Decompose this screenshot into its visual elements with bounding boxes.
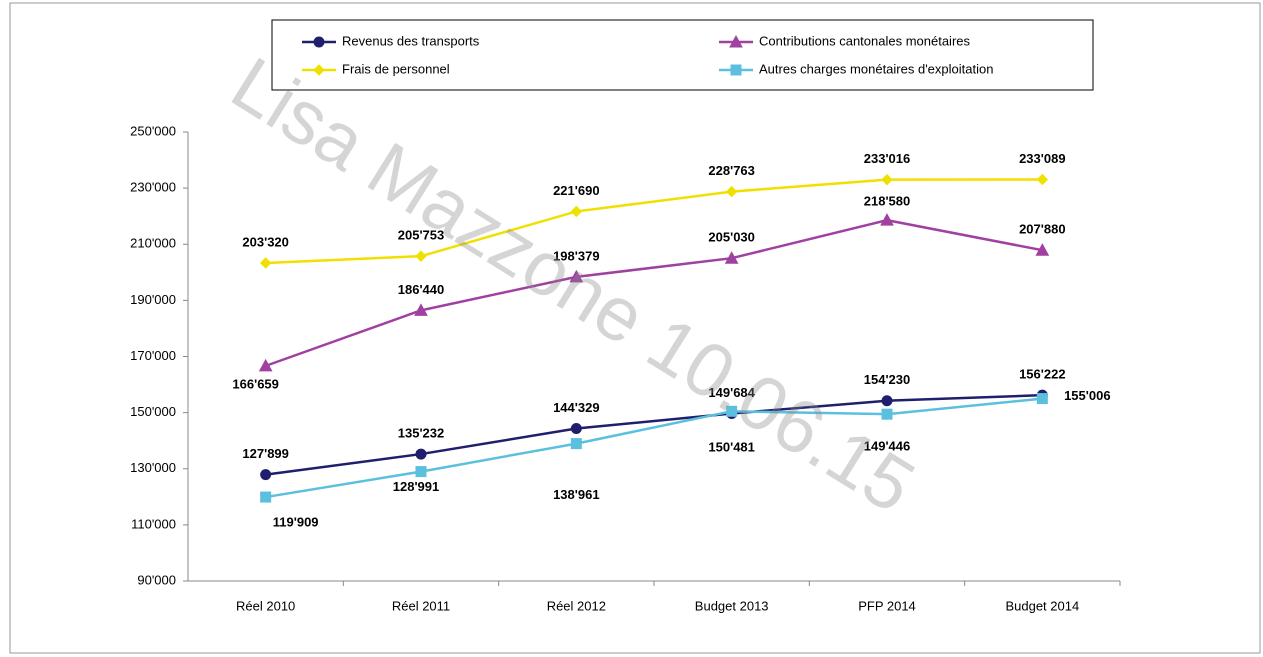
data-label: 150'481 [708,440,754,455]
data-label: 144'329 [553,400,599,415]
data-point [881,395,893,407]
data-point [569,269,584,283]
y-tick-label: 110'000 [131,516,176,531]
legend-label: Revenus des transports [342,33,480,48]
data-point [260,491,272,503]
data-label: 233'016 [864,151,910,166]
y-tick-label: 210'000 [130,236,176,251]
data-point [415,250,427,262]
data-label: 203'320 [242,234,288,249]
data-point [415,448,427,460]
legend-marker [313,64,325,76]
data-label: 119'909 [273,515,319,530]
legend-box [271,19,1094,91]
y-tick-label: 190'000 [130,292,176,307]
data-point [415,466,427,478]
x-tick-label: Réel 2012 [547,598,606,613]
data-label: 198'379 [553,248,599,263]
data-label: 127'899 [242,446,288,461]
legend-label: Contributions cantonales monétaires [759,33,971,48]
data-point [1035,243,1050,256]
data-label: 138'961 [553,487,599,502]
y-tick-label: 150'000 [130,404,176,419]
legend-marker [730,64,742,76]
watermark: Lisa Mazzone 10.06.15 [217,41,929,530]
data-point [259,257,272,269]
y-tick-label: 90'000 [137,572,176,587]
data-label: 149'446 [864,439,910,454]
data-label: 228'763 [708,163,754,178]
data-label: 186'440 [398,282,444,297]
legend-label: Frais de personnel [342,61,450,76]
data-point [881,173,893,186]
data-label: 205'030 [708,230,754,245]
data-label: 128'991 [393,479,439,494]
series-line [265,218,1043,368]
data-point [414,303,428,316]
data-point [570,423,582,435]
data-point [725,185,738,198]
data-point [724,251,739,264]
x-tick-label: Réel 2010 [236,598,295,613]
y-tick-label: 250'000 [130,123,176,138]
series-line [265,178,1043,265]
data-label: 149'684 [708,385,755,400]
data-label: 205'753 [398,228,444,243]
data-point [726,405,738,417]
legend-marker [729,34,743,48]
data-label: 233'089 [1019,151,1065,166]
data-label: 218'580 [864,194,910,209]
data-label: 154'230 [864,372,910,387]
data-point [570,438,582,450]
series-line [265,393,1043,476]
data-point [881,408,893,420]
data-point [258,358,273,372]
y-tick-label: 130'000 [130,460,176,475]
y-tick-label: 230'000 [130,180,176,195]
series-line [265,397,1043,499]
data-label: 221'690 [553,183,599,198]
data-label: 156'222 [1019,367,1065,382]
x-tick-label: Budget 2014 [1005,598,1079,613]
legend-marker [313,36,325,48]
data-label: 166'659 [232,376,278,391]
data-point [570,205,583,218]
chart-frame [9,2,1261,654]
data-point [260,469,272,481]
data-label: 207'880 [1019,222,1065,237]
legend-label: Autres charges monétaires d'exploitation [759,61,993,76]
data-point [1036,393,1048,405]
data-label: 135'232 [398,426,444,441]
data-point [880,213,894,226]
x-tick-label: Réel 2011 [392,598,450,613]
x-tick-label: PFP 2014 [858,598,916,613]
x-tick-label: Budget 2013 [695,598,769,613]
data-label: 155'006 [1064,388,1110,403]
data-point [1036,173,1049,186]
y-tick-label: 170'000 [130,348,176,363]
